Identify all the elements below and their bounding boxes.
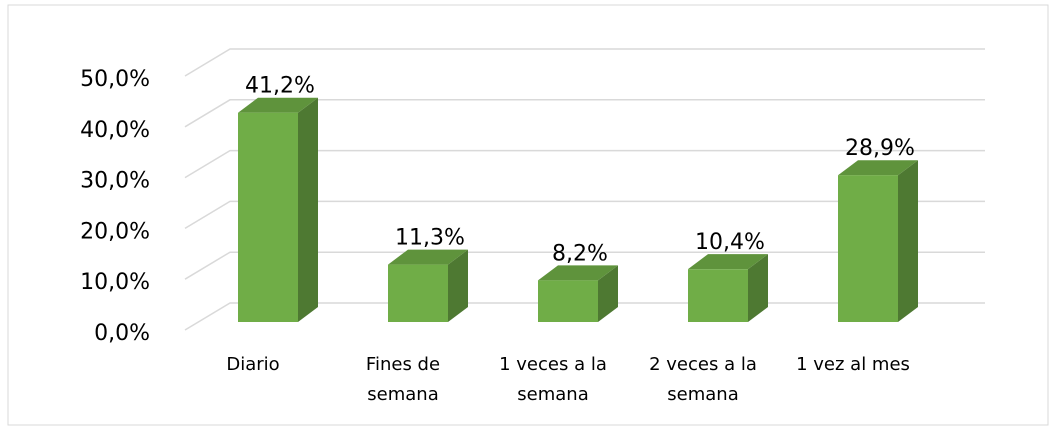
y-tick-label: 40,0% <box>80 118 150 143</box>
bar <box>388 264 448 322</box>
bar <box>538 280 598 322</box>
grid-line <box>184 200 985 230</box>
grid-line <box>184 149 985 179</box>
bar-top <box>238 97 318 113</box>
bar <box>238 112 298 322</box>
bar-side <box>298 97 318 322</box>
x-tick-label: Fines de semana <box>366 354 440 405</box>
x-tick-label: 2 veces a la semana <box>649 354 757 405</box>
bar-top <box>688 254 768 270</box>
bar-side <box>898 160 918 322</box>
grid-line <box>184 251 985 280</box>
data-label: 28,9% <box>845 136 915 161</box>
bar <box>838 175 898 322</box>
grid-line <box>184 99 985 128</box>
bar-side <box>448 249 468 322</box>
bar-top <box>538 265 618 281</box>
data-label: 41,2% <box>245 74 315 99</box>
data-label: 10,4% <box>695 230 765 255</box>
grid-line <box>184 48 985 77</box>
x-tick-label: 1 vez al mes <box>796 354 910 375</box>
y-tick-label: 50,0% <box>80 67 150 92</box>
chart-border <box>7 4 1049 426</box>
y-tick-label: 10,0% <box>80 270 150 295</box>
data-label: 8,2% <box>552 241 608 266</box>
y-tick-label: 30,0% <box>80 169 150 194</box>
bar-top <box>838 160 918 176</box>
x-tick-label: 1 veces a la semana <box>499 354 607 405</box>
bar <box>688 269 748 322</box>
x-tick-label: Diario <box>226 354 279 375</box>
y-tick-label: 20,0% <box>80 219 150 244</box>
data-label: 11,3% <box>395 226 465 251</box>
bar-side <box>748 254 768 322</box>
y-tick-label: 0,0% <box>94 321 150 346</box>
bar-top <box>388 249 468 265</box>
bar-side <box>598 265 618 322</box>
